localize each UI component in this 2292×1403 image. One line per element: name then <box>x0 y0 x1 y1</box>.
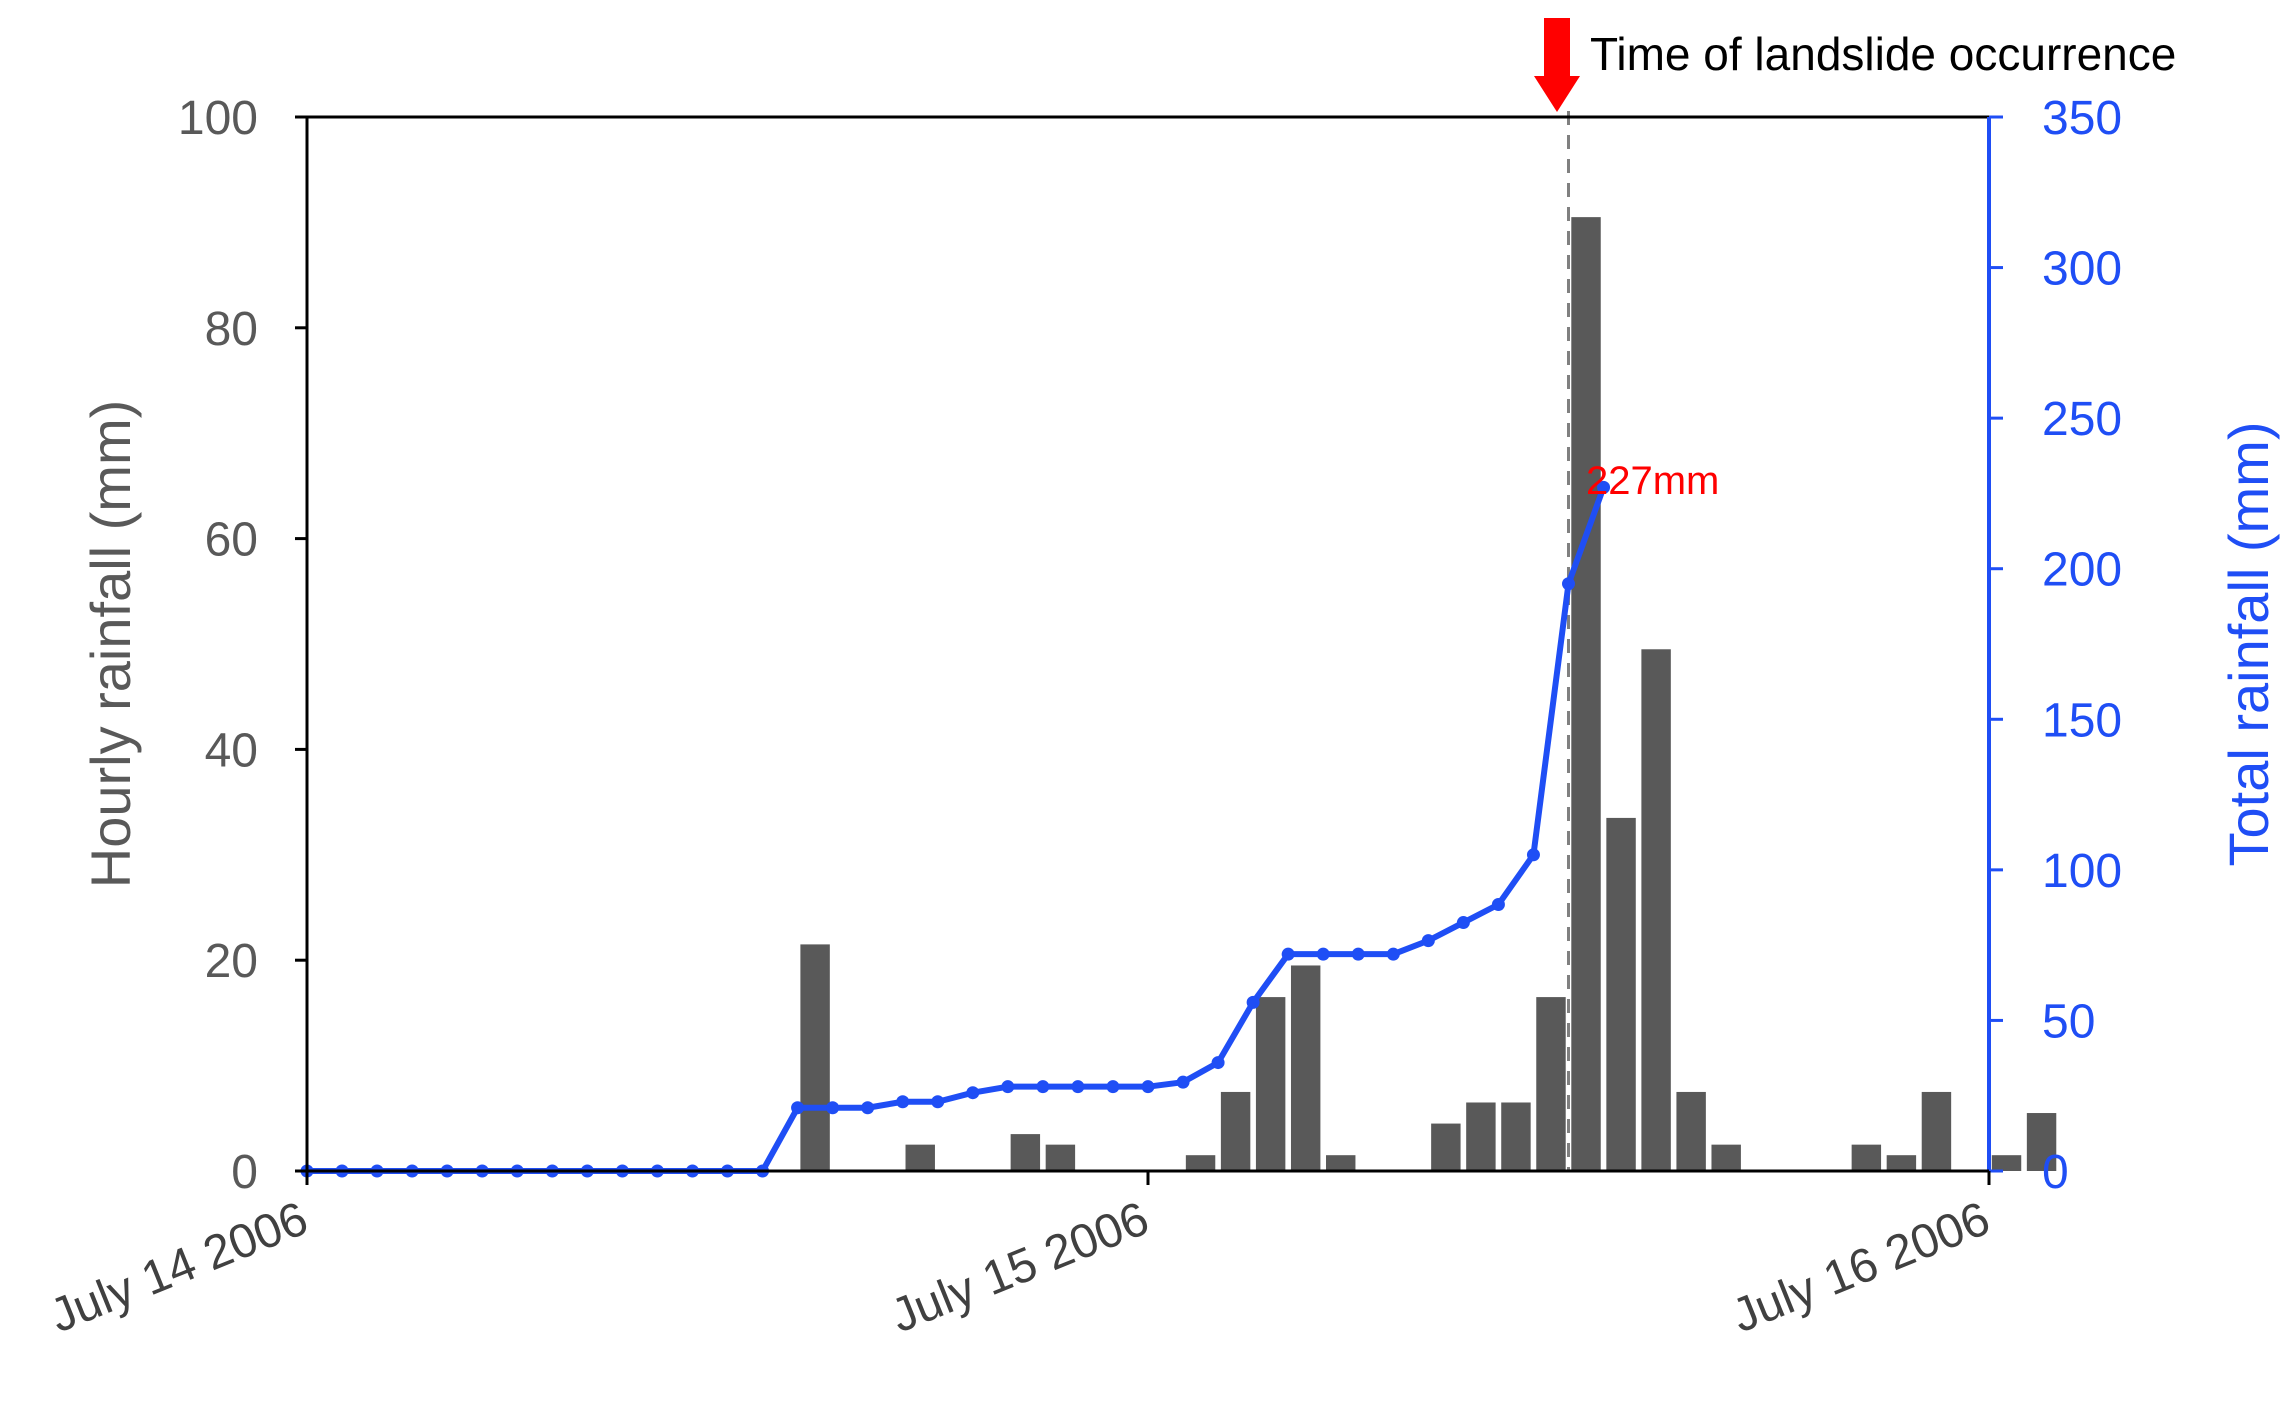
hourly-bar <box>1711 1144 1741 1171</box>
right-tick-label: 300 <box>2042 243 2122 296</box>
total-rainfall-point <box>1001 1080 1015 1094</box>
hourly-bar <box>905 1144 935 1171</box>
right-tick-label: 50 <box>2042 995 2095 1048</box>
landslide-event-label: Time of landslide occurrence <box>1590 28 2176 80</box>
total-rainfall-point <box>966 1086 980 1100</box>
hourly-bar <box>1886 1155 1917 1171</box>
right-tick-label: 100 <box>2042 845 2122 898</box>
hourly-bars <box>800 217 2057 1171</box>
right-tick-label: 150 <box>2042 694 2122 747</box>
total-rainfall-point <box>1526 848 1540 862</box>
right-tick-label: 0 <box>2042 1146 2069 1199</box>
total-rainfall-point <box>1421 934 1435 948</box>
total-rainfall-point <box>861 1101 875 1115</box>
right-tick-label: 350 <box>2042 92 2122 145</box>
total-rainfall-point <box>826 1101 840 1115</box>
hourly-bar <box>1045 1144 1076 1171</box>
hourly-bar <box>800 944 830 1171</box>
right-tick-label: 200 <box>2042 544 2122 597</box>
hourly-bar <box>1290 965 1321 1171</box>
total-rainfall-point <box>1456 916 1470 930</box>
hourly-bar <box>1501 1102 1531 1171</box>
left-tick-label: 0 <box>231 1146 258 1199</box>
x-tick-label: July 14 2006 <box>43 1192 315 1343</box>
total-rainfall-point <box>1562 577 1575 591</box>
total-rainfall-point <box>1211 1056 1225 1070</box>
landslide-arrow-icon <box>1534 18 1580 112</box>
left-y-axis-label: Hourly rainfall (mm) <box>79 400 142 889</box>
hourly-bar <box>1606 817 1636 1171</box>
total-rainfall-point <box>931 1095 945 1109</box>
left-tick-label: 60 <box>205 514 258 567</box>
hourly-bar <box>1466 1102 1496 1171</box>
left-tick-label: 20 <box>205 935 258 988</box>
total-rainfall-point <box>1316 947 1330 961</box>
x-tick-label: July 15 2006 <box>884 1192 1156 1343</box>
total-rainfall-point <box>1036 1080 1050 1094</box>
hourly-bar <box>1536 997 1566 1171</box>
x-tick-label: July 16 2006 <box>1725 1192 1997 1343</box>
total-rainfall-point <box>1491 897 1505 911</box>
total-rainfall-point <box>1071 1080 1085 1094</box>
total-rainfall-point <box>1176 1075 1190 1089</box>
hourly-bar <box>1571 217 1601 1171</box>
hourly-bar <box>1991 1155 2022 1171</box>
hourly-bar <box>1641 649 1671 1171</box>
total-rainfall-point <box>1597 480 1611 494</box>
total-rainfall-series <box>300 480 1611 1178</box>
right-tick-label: 250 <box>2042 393 2122 446</box>
left-y-ticks: 0 20 40 60 80 100 <box>178 92 307 1199</box>
total-rainfall-point <box>1106 1080 1120 1094</box>
hourly-bar <box>1185 1155 1216 1171</box>
left-tick-label: 40 <box>205 724 258 777</box>
hourly-bar <box>1676 1091 1706 1171</box>
total-rainfall-point <box>791 1101 805 1115</box>
hourly-bar <box>1220 1091 1251 1171</box>
total-rainfall-point <box>1386 947 1400 961</box>
hourly-bar <box>1255 997 1286 1171</box>
total-rainfall-annotation: 227mm <box>1586 459 1719 503</box>
hourly-bar <box>1326 1155 1356 1171</box>
hourly-bar <box>1431 1123 1461 1171</box>
hourly-bar <box>1851 1144 1882 1171</box>
right-y-axis-label: Total rainfall (mm) <box>2217 422 2280 867</box>
hourly-bar <box>2026 1113 2057 1171</box>
left-tick-label: 100 <box>178 92 258 145</box>
total-rainfall-line <box>307 486 1607 1174</box>
total-rainfall-point <box>1281 947 1295 961</box>
left-tick-label: 80 <box>205 303 258 356</box>
hourly-bar <box>1010 1134 1041 1171</box>
x-ticks: July 14 2006 July 15 2006 July 16 2006 <box>43 1171 1997 1343</box>
total-rainfall-point <box>1351 947 1365 961</box>
total-rainfall-point <box>1141 1080 1155 1094</box>
total-rainfall-point <box>896 1095 910 1109</box>
hourly-bar <box>1921 1091 1952 1171</box>
right-y-ticks: 0 50 100 150 200 250 300 350 <box>1989 92 2122 1199</box>
total-rainfall-point <box>1246 995 1260 1009</box>
